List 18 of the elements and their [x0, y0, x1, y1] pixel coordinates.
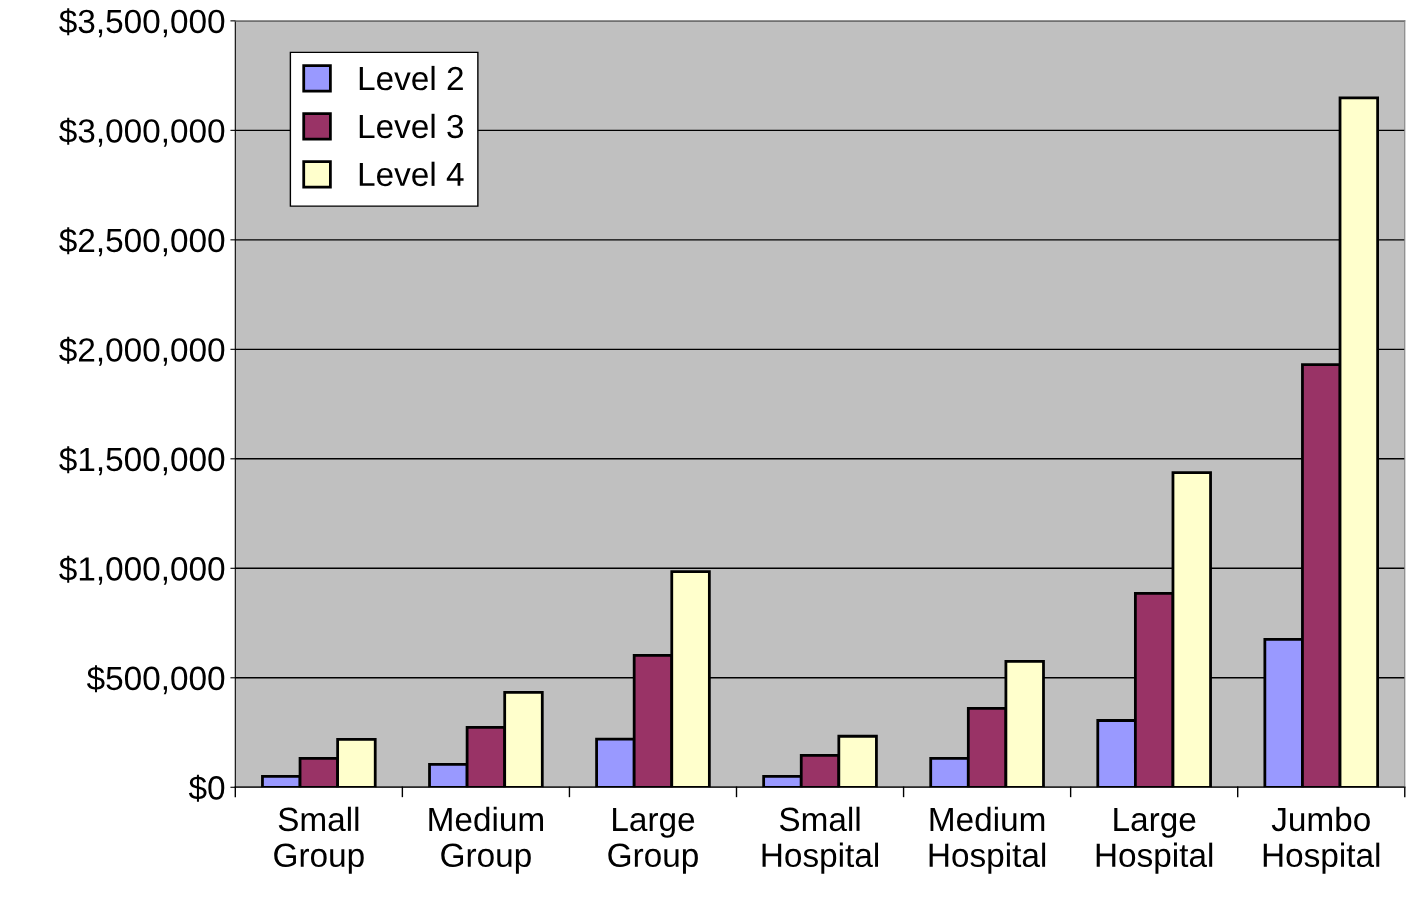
- y-tick-label: $3,500,000: [59, 8, 225, 38]
- y-tick-label: $500,000: [86, 665, 225, 695]
- x-tick-label: Small Hospital: [762, 806, 879, 874]
- legend-label: Level 2: [359, 65, 463, 91]
- x-tick-label: Medium Group: [429, 806, 543, 874]
- x-tick-label: Large Hospital: [1096, 807, 1213, 874]
- y-tick-label: $2,500,000: [59, 227, 225, 257]
- x-tick-label: Small Group: [274, 806, 364, 874]
- legend-label: Level 4: [359, 161, 464, 187]
- x-tick-label: Large Group: [608, 807, 698, 874]
- legend-label: Level 3: [359, 113, 464, 139]
- y-tick-label: $2,000,000: [59, 336, 225, 366]
- y-tick-label: $1,500,000: [59, 446, 225, 476]
- x-tick-label: Medium Hospital: [929, 806, 1046, 874]
- y-tick-label: $3,000,000: [59, 117, 225, 147]
- x-tick-label: Jumbo Hospital: [1263, 806, 1380, 874]
- y-tick-label: $1,000,000: [59, 555, 225, 585]
- y-tick-label: $0: [188, 774, 225, 802]
